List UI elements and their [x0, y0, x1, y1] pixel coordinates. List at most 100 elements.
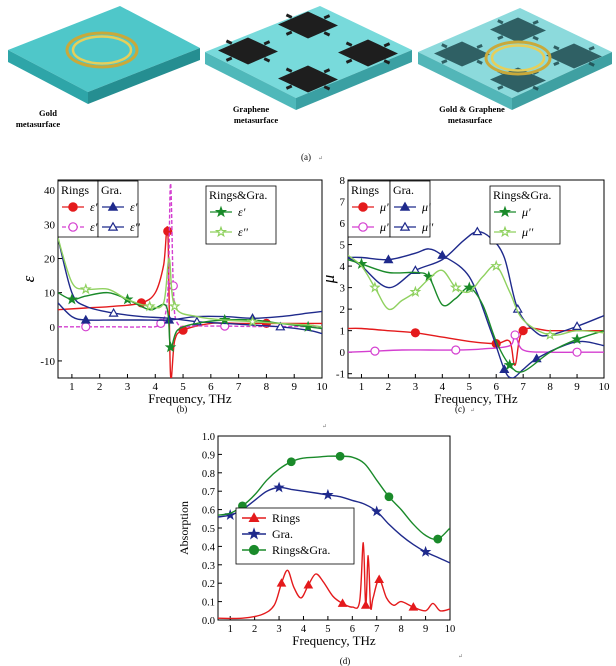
- series-line: [58, 182, 322, 328]
- legend-title: Rings: [61, 183, 89, 197]
- series-line: [58, 302, 322, 321]
- series-marker: [472, 226, 483, 236]
- mark-c: ↵: [470, 408, 475, 414]
- legend-entry: μ': [421, 200, 431, 214]
- graphene-patch-arm: [263, 57, 271, 63]
- x-tick-label: 4: [153, 381, 159, 393]
- series-marker: [337, 598, 348, 607]
- chart-d-legend: Rings Gra. Rings&Gra.: [235, 507, 355, 565]
- series-marker: [433, 534, 443, 544]
- series-marker: [572, 321, 583, 330]
- y-tick-label: 7: [340, 197, 346, 209]
- x-tick-label: 10: [599, 381, 611, 393]
- graphene-patch: [434, 41, 490, 67]
- caption-b: (b): [177, 404, 188, 414]
- graphene-patch-arm: [323, 14, 331, 20]
- x-tick-label: 1: [69, 381, 75, 393]
- legend-marker: [498, 205, 512, 218]
- graphene-slab-side: [296, 50, 412, 110]
- series-line: [348, 334, 604, 354]
- graphene-patch: [338, 39, 398, 67]
- graphene-patch-arm: [441, 43, 448, 49]
- graphene-patch-arm: [532, 19, 539, 25]
- x-tick-label: 2: [97, 381, 103, 393]
- series-marker: [510, 330, 520, 340]
- legend-marker: [214, 225, 228, 238]
- x-tick-label: 1: [228, 624, 233, 635]
- series-marker: [383, 254, 394, 264]
- legend-marker: [247, 527, 261, 540]
- legend-marker: [358, 202, 368, 212]
- metasurface-gold: Gold metasurface: [8, 6, 200, 129]
- y-tick-label: 0.1: [202, 598, 215, 609]
- graphene-slab-front: [205, 52, 296, 110]
- graphene-patch-arm: [383, 59, 391, 65]
- series-marker: [168, 300, 181, 312]
- chart-b-ylabel: ε: [19, 275, 38, 282]
- legend-marker: [248, 544, 260, 556]
- series-marker: [408, 602, 419, 611]
- graphene-patch-arm: [323, 68, 331, 74]
- legend-entry: μ'': [521, 225, 534, 239]
- series-line: [348, 258, 604, 373]
- series-line: [218, 486, 450, 564]
- legend-box: [97, 180, 139, 238]
- chart-d-xlabel: Frequency, THz: [292, 633, 376, 648]
- series-marker: [79, 282, 92, 295]
- x-tick-label: 8: [399, 624, 404, 635]
- graphene-patch-arm: [345, 58, 353, 64]
- y-tick-label: 40: [44, 185, 56, 197]
- series-marker: [369, 281, 381, 293]
- series-marker: [518, 326, 528, 336]
- c-series-group: [348, 226, 604, 378]
- metasurface-graphene: Graphene metasurface: [205, 6, 412, 125]
- graphene-patch: [278, 65, 338, 93]
- legend-entry: Gra.: [272, 527, 293, 541]
- graphene-patch: [218, 37, 278, 65]
- legend-entry: ε'': [238, 225, 248, 239]
- y-tick-label: 5: [340, 240, 346, 252]
- graphene-patch-arm: [532, 35, 539, 41]
- legend-title: Gra.: [101, 183, 122, 197]
- x-tick-label: 2: [386, 381, 392, 393]
- graphene-patch-arm: [497, 85, 504, 91]
- series-line: [218, 455, 450, 541]
- x-tick-label: 10: [445, 624, 456, 635]
- series-marker: [463, 281, 476, 293]
- series-marker: [544, 328, 557, 340]
- chart-d-series: [218, 451, 450, 620]
- legend-box: [57, 180, 99, 238]
- x-tick-label: 7: [374, 624, 379, 635]
- series-marker: [273, 481, 285, 493]
- legend-entry: ε': [238, 205, 246, 219]
- series-marker: [371, 505, 383, 517]
- graphene-patch-arm: [285, 67, 293, 73]
- y-tick-label: 0.8: [202, 469, 215, 480]
- chart-b-frame: [57, 179, 323, 379]
- x-tick-label: 9: [574, 381, 580, 393]
- legend-entry: Rings: [272, 511, 300, 525]
- y-tick-label: 0.6: [202, 506, 215, 517]
- y-tick-label: 0.0: [202, 616, 215, 627]
- y-tick-label: 0: [50, 322, 56, 334]
- legend-marker: [358, 222, 368, 232]
- y-tick-label: -10: [40, 356, 55, 368]
- chart-b-xlabel: Frequency, THz: [148, 391, 232, 406]
- y-tick-label: 4: [340, 261, 346, 273]
- y-tick-label: 10: [44, 288, 56, 300]
- x-tick-label: 8: [547, 381, 553, 393]
- y-tick-label: 0.5: [202, 524, 215, 535]
- x-tick-label: 3: [276, 624, 281, 635]
- gold-label-line2: metasurface: [16, 119, 61, 129]
- graphene-patch-arm: [588, 61, 595, 67]
- chart-c-xlabel: Frequency, THz: [434, 391, 518, 406]
- graphene-patch: [278, 11, 338, 39]
- y-tick-label: -1: [336, 369, 345, 381]
- series-marker: [322, 488, 334, 500]
- series-marker: [410, 328, 420, 338]
- x-tick-label: 6: [208, 381, 214, 393]
- y-tick-label: 0: [340, 347, 346, 359]
- series-marker: [303, 580, 314, 589]
- legend-marker: [399, 201, 411, 211]
